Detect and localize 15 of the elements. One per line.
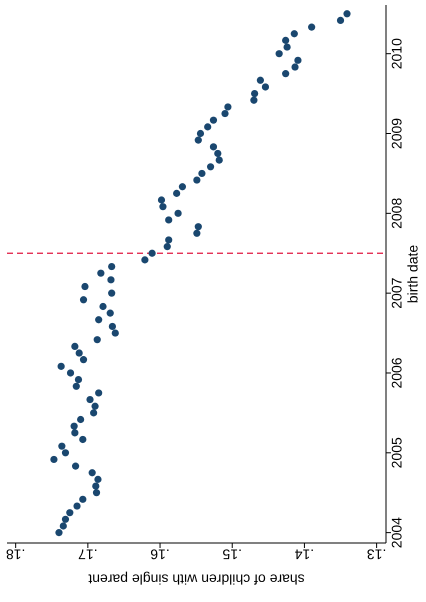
x-tick-label: .17	[78, 546, 98, 563]
y-tick-label: 2008	[388, 198, 405, 229]
y-tick-label: 2010	[388, 38, 405, 70]
x-tick-label: .18	[6, 546, 26, 563]
y-tick-label: 2007	[388, 277, 405, 309]
x-tick-label: .14	[294, 546, 314, 563]
y-axis-title: birth date	[404, 244, 421, 304]
x-tick-label: .13	[366, 546, 386, 563]
x-tick-label: .16	[150, 546, 170, 563]
y-tick-label: 2004	[388, 516, 405, 548]
y-tick-label: 2009	[388, 118, 405, 150]
x-axis-title: share of children with single parent	[88, 571, 305, 588]
y-tick-label: 2006	[388, 357, 405, 389]
x-tick-label: .15	[222, 546, 242, 563]
y-tick-label: 2005	[388, 437, 405, 468]
